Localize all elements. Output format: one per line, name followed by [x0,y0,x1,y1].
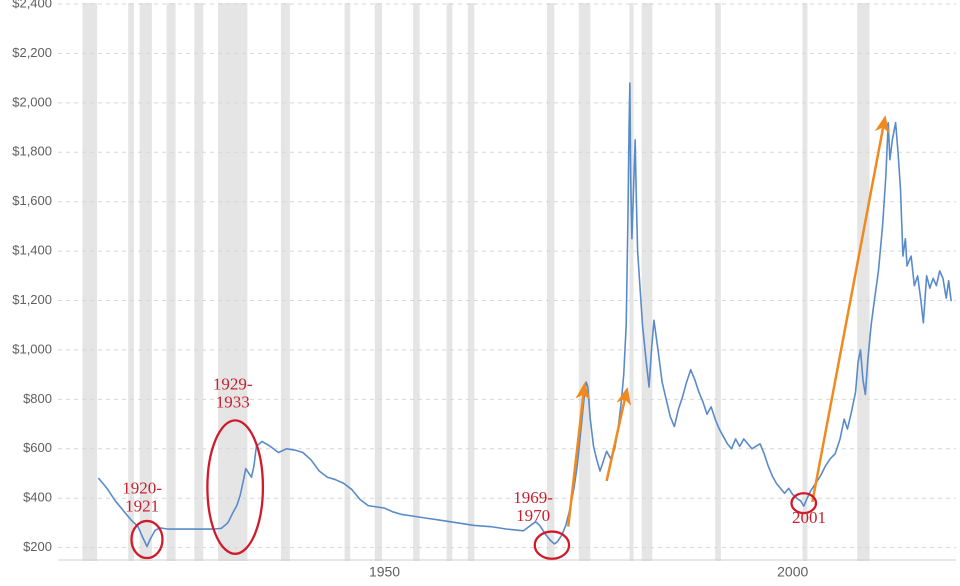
recession-band [579,3,590,561]
recession-band [642,3,653,561]
recession-band [857,3,869,561]
y-tick-label: $600 [23,440,52,455]
y-tick-label: $2,400 [12,0,52,10]
recession-band [375,3,382,561]
y-tick-label: $1,600 [12,193,52,208]
recession-band [194,3,203,561]
annotation-label: 1920- [122,478,162,497]
gold-price-chart: $200 $400 $600 $800 $1,000 $1,200 $1,400 $1,600… [0,0,960,586]
recession-band [82,3,97,561]
y-tick-label: $1,200 [12,292,52,307]
recession-band [281,3,290,561]
chart-svg: $200 $400 $600 $800 $1,000 $1,200 $1,400 $1,600… [0,0,960,586]
y-tick-label: $1,800 [12,144,52,159]
recession-band [345,3,351,561]
annotation-label: 1933 [216,392,250,411]
recession-band [218,3,247,561]
recession-band [803,3,808,561]
recession-band [413,3,420,561]
annotation-label: 1969- [513,488,553,507]
recession-band [167,3,176,561]
annotation-label: 1929- [213,374,253,393]
y-tick-label: $2,000 [12,94,52,109]
y-tick-label: $800 [23,391,52,406]
annotation-label: 1970 [516,506,550,525]
annotation-label: 1921 [125,496,159,515]
recession-band [447,3,453,561]
x-tick-label: 1950 [369,563,400,579]
y-tick-label: $1,400 [12,243,52,258]
y-tick-label: $400 [23,490,52,505]
x-tick-label: 2000 [777,563,808,579]
y-tick-label: $1,000 [12,341,52,356]
recession-band [547,3,554,561]
y-tick-label: $2,200 [12,45,52,60]
y-tick-label: $200 [23,539,52,554]
recession-band [468,3,475,561]
annotation-label: 2001 [792,508,826,527]
recession-band [715,3,721,561]
